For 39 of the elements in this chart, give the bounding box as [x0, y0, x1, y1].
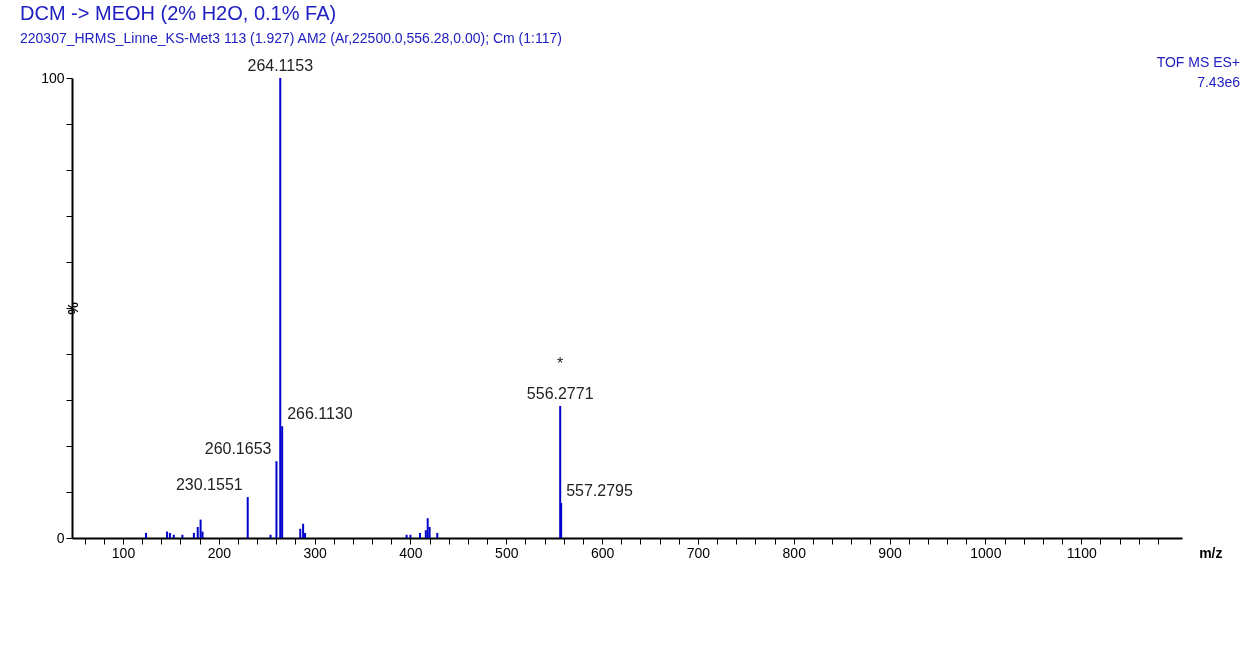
- x-tick-label: 100: [111, 544, 136, 561]
- x-tick-label: 400: [399, 544, 423, 561]
- annotation: 264.1153: [247, 57, 314, 74]
- annotation: 260.1653: [204, 440, 272, 458]
- bar: [275, 461, 278, 538]
- x-axis-title: m/z: [1199, 544, 1223, 561]
- annotation: * 556.2771: [526, 354, 594, 402]
- y-tick-label: 0: [56, 529, 65, 546]
- x-tick-label: 300: [303, 544, 328, 561]
- bar: [302, 523, 305, 538]
- bar: [199, 519, 202, 538]
- x-tick-label: 700: [686, 544, 711, 561]
- bar: [192, 532, 195, 538]
- text: 7.43e6: [1196, 73, 1240, 92]
- bar: [269, 534, 272, 538]
- x-tick-label: 800: [782, 544, 807, 561]
- bar: [299, 528, 302, 538]
- bar: [419, 532, 422, 538]
- x-tick-label: 600: [590, 544, 615, 561]
- x-tick-label: 1100: [1066, 544, 1097, 561]
- bar: [409, 534, 412, 538]
- x-tick-label: 500: [495, 544, 519, 561]
- bar: [405, 534, 408, 538]
- annotation: 557.2795: [566, 482, 633, 500]
- x-tick-label: 200: [207, 544, 232, 561]
- bar: [181, 534, 184, 538]
- bar: [426, 518, 429, 538]
- bar: [436, 532, 439, 538]
- x-tick-label: 900: [878, 544, 902, 561]
- chart-title: DCM -> MEOH (2% H2O, 0.1% FA): [20, 2, 337, 24]
- annotation: 266.1130: [287, 405, 353, 423]
- annotation: 230.1551: [175, 476, 243, 494]
- bar: [172, 534, 175, 538]
- bar: [279, 78, 282, 538]
- text: TOF MS ES+: [1156, 53, 1240, 72]
- bar: [246, 497, 249, 538]
- x-tick-label: 1000: [970, 544, 1002, 561]
- chart-subtitle: 220307_HRMS_Linne_KS-Met3 113 (1.927) AM2 (Ar,22500.0,556.28,0.00); Cm (1:117): [20, 30, 562, 46]
- bar: [144, 532, 147, 538]
